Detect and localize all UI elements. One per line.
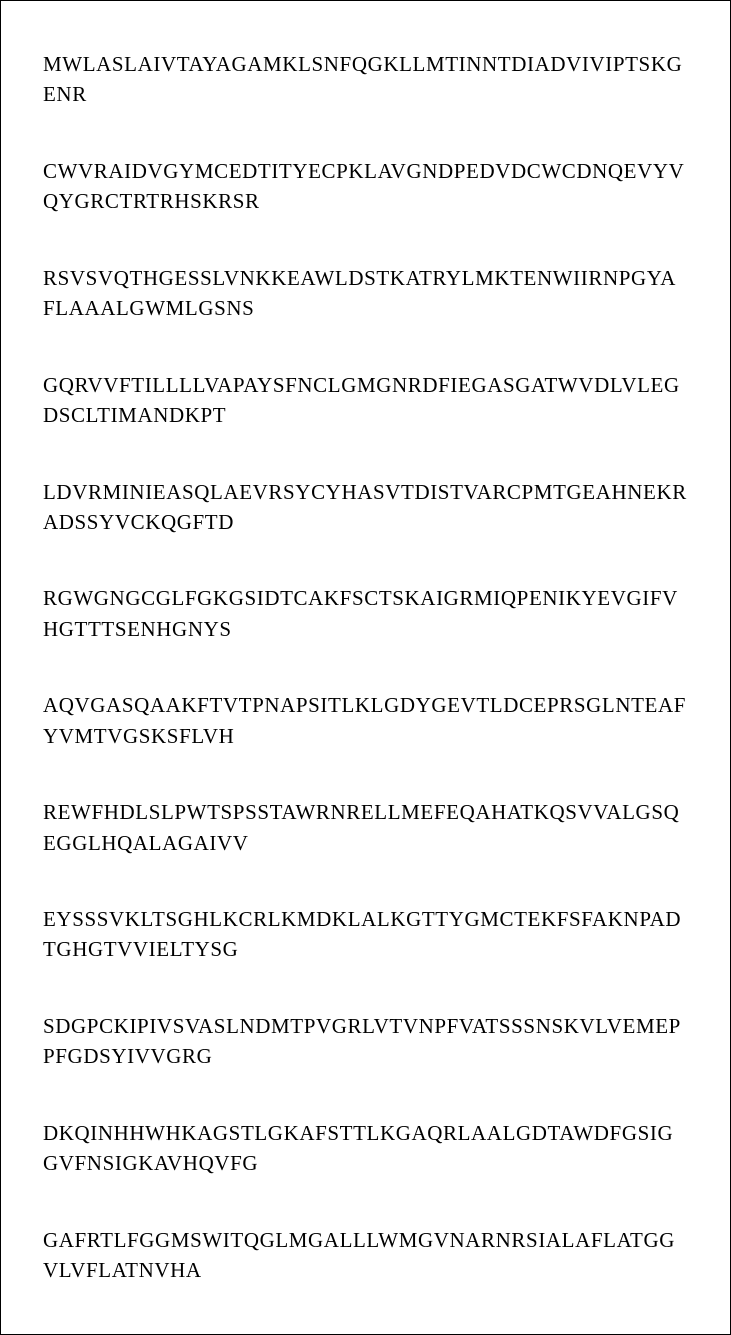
sequence-block: RGWGNGCGLFGKGSIDTCAKFSCTSKAIGRMIQPENIKYE…: [43, 583, 688, 644]
sequence-container: MWLASLAIVTAYAGAMKLSNFQGKLLMTINNTDIADVIVI…: [0, 0, 731, 1335]
sequence-block: MWLASLAIVTAYAGAMKLSNFQGKLLMTINNTDIADVIVI…: [43, 49, 688, 110]
sequence-block: SDGPCKIPIVSVASLNDMTPVGRLVTVNPFVATSSSNSKV…: [43, 1011, 688, 1072]
sequence-block: LDVRMINIEASQLAEVRSYCYHASVTDISTVARCPMTGEA…: [43, 477, 688, 538]
sequence-block: CWVRAIDVGYMCEDTITYECPKLAVGNDPEDVDCWCDNQE…: [43, 156, 688, 217]
sequence-block: GAFRTLFGGMSWITQGLMGALLLWMGVNARNRSIALAFLA…: [43, 1225, 688, 1286]
sequence-block: AQVGASQAAKFTVTPNAPSITLKLGDYGEVTLDCEPRSGL…: [43, 690, 688, 751]
sequence-block: EYSSSVKLTSGHLKCRLKMDKLALKGTTYGMCTEKFSFAK…: [43, 904, 688, 965]
sequence-block: REWFHDLSLPWTSPSSTAWRNRELLMEFEQAHATKQSVVA…: [43, 797, 688, 858]
sequence-block: DKQINHHWHKAGSTLGKAFSTTLKGAQRLAALGDTAWDFG…: [43, 1118, 688, 1179]
sequence-block: GQRVVFTILLLLVAPAYSFNCLGMGNRDFIEGASGATWVD…: [43, 370, 688, 431]
sequence-block: RSVSVQTHGESSLVNKKEAWLDSTKATRYLMKTENWIIRN…: [43, 263, 688, 324]
